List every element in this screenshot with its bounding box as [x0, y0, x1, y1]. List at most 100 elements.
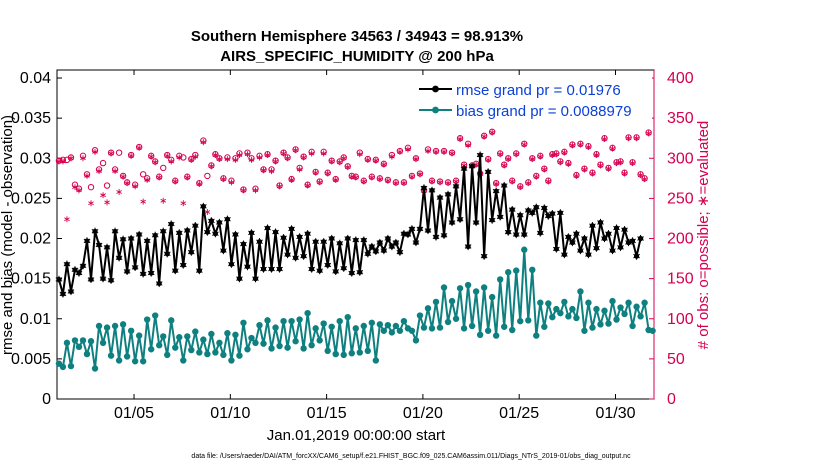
rmse-point	[368, 242, 376, 251]
rmse-point	[288, 225, 295, 233]
bias-point	[569, 305, 576, 313]
bias-point	[67, 362, 75, 370]
rmse-point	[380, 246, 388, 255]
x-tick-label: 01/05	[114, 405, 154, 422]
rmse-point	[244, 262, 251, 271]
obs-evaluated-point	[320, 150, 327, 157]
rmse-point	[191, 222, 199, 230]
rmse-point	[593, 244, 600, 252]
obs-evaluated-point	[537, 153, 544, 160]
y-axis-label: rmse and bias (model - observation)	[0, 115, 16, 355]
rmse-point	[199, 202, 207, 211]
obs-evaluated-point	[525, 180, 532, 187]
y-right-tick-label: 350	[667, 110, 694, 127]
bias-point	[573, 314, 580, 322]
rmse-point	[520, 230, 528, 239]
bias-point	[533, 332, 540, 339]
x-tick-label: 01/20	[403, 405, 443, 422]
y-tick-label: 0.01	[20, 311, 51, 328]
obs-evaluated-point	[252, 187, 259, 194]
bias-point	[400, 317, 408, 325]
obs-evaluated-point	[557, 159, 564, 166]
obs-evaluated-point	[92, 148, 98, 155]
bias-point	[372, 357, 380, 364]
bias-point	[296, 316, 303, 323]
obs-evaluated-point	[104, 199, 110, 206]
y-tick-label: 0.015	[11, 271, 51, 288]
obs-evaluated-point	[429, 178, 435, 185]
bias-point	[152, 312, 159, 319]
bias-point	[356, 349, 363, 356]
rmse-point	[216, 218, 223, 227]
rmse-point	[585, 250, 592, 259]
obs-evaluated-point	[200, 139, 207, 146]
rmse-point	[147, 269, 155, 277]
y-tick-label: 0.02	[20, 231, 51, 248]
bias-point	[625, 299, 632, 306]
obs-evaluated-point	[332, 176, 339, 183]
obs-evaluated-point	[64, 216, 70, 223]
obs-evaluated-point	[196, 180, 203, 187]
obs-evaluated-point	[160, 197, 167, 204]
obs-evaluated-point	[541, 166, 548, 173]
rmse-point	[476, 151, 484, 159]
rmse-point	[484, 168, 492, 176]
obs-evaluated-point	[148, 153, 155, 160]
x-tick-label: 01/25	[499, 405, 539, 422]
bias-point	[368, 319, 376, 326]
y-axis-label-right: # of obs: o=possible; ∗=evaluated	[695, 121, 712, 350]
chart-title: Southern Hemisphere 34563 / 34943 = 98.9…	[191, 28, 523, 45]
rmse-point	[67, 287, 75, 296]
obs-evaluated-point	[264, 152, 271, 159]
y-right-tick-label: 250	[667, 190, 694, 207]
bias-point	[244, 346, 251, 353]
bias-point	[252, 339, 259, 347]
obs-evaluated-point	[637, 172, 644, 179]
rmse-point	[292, 254, 299, 262]
bias-point	[172, 344, 179, 351]
rmse-point	[428, 186, 436, 194]
rmse-point	[548, 210, 556, 218]
y-tick-label: 0.005	[11, 351, 51, 368]
bias-point	[160, 333, 167, 340]
obs-evaluated-point	[132, 183, 138, 190]
bias-point	[629, 322, 636, 330]
obs-evaluated-point	[629, 160, 636, 167]
rmse-point	[171, 267, 179, 275]
obs-evaluated-point	[172, 178, 179, 185]
obs-evaluated-point	[381, 161, 387, 168]
bias-point	[553, 305, 560, 313]
bias-point	[264, 317, 271, 324]
obs-evaluated-point	[364, 156, 371, 163]
y-right-tick-label: 100	[667, 311, 694, 328]
bias-point	[260, 340, 267, 347]
rmse-point	[224, 215, 231, 223]
obs-evaluated-point	[445, 180, 451, 187]
rmse-point	[392, 238, 400, 247]
obs-evaluated-point	[156, 174, 163, 181]
rmse-point	[496, 213, 504, 221]
bias-point	[119, 321, 127, 328]
bias-point	[621, 310, 628, 318]
bias-point	[344, 313, 351, 321]
bias-point	[103, 324, 111, 331]
rmse-point	[175, 229, 183, 237]
bias-point	[360, 322, 367, 330]
rmse-point	[460, 165, 468, 173]
obs-evaluated-point	[497, 151, 504, 158]
x-axis-label: Jan.01,2019 00:00:00 start	[267, 427, 446, 444]
obs-evaluated-point	[581, 166, 588, 173]
rmse-point	[256, 238, 263, 246]
bias-point	[143, 316, 151, 323]
rmse-point	[621, 226, 628, 234]
obs-evaluated-point	[509, 178, 516, 185]
obs-evaluated-point	[124, 180, 130, 187]
bias-point	[460, 325, 468, 332]
rmse-point	[552, 245, 560, 253]
rmse-point	[232, 230, 239, 239]
bias-point	[593, 305, 600, 313]
rmse-point	[300, 252, 307, 260]
obs-evaluated-point	[397, 148, 403, 155]
legend-bias-marker	[432, 106, 439, 114]
